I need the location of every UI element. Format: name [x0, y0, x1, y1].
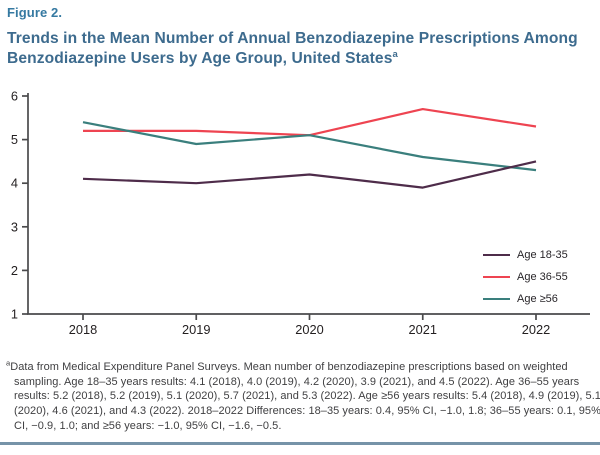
- y-tick-label: 2: [11, 263, 18, 278]
- footnote-superscript: a: [6, 358, 11, 368]
- footnote: aData from Medical Expenditure Panel Sur…: [6, 358, 600, 434]
- figure-number-label: Figure 2.: [7, 5, 63, 20]
- x-tick-label: 2018: [69, 322, 97, 337]
- legend-item-age-36-55: Age 36-55: [483, 266, 568, 288]
- figure-title-text: Trends in the Mean Number of Annual Benz…: [7, 30, 578, 67]
- y-tick-label: 4: [11, 176, 18, 191]
- series-line-age-56: [82, 121, 537, 172]
- bottom-divider-rule: [0, 442, 600, 445]
- y-tick-label: 6: [11, 89, 18, 104]
- x-tick-label: 2019: [182, 322, 210, 337]
- legend-line-swatch: [483, 298, 510, 300]
- x-tick-label: 2021: [409, 322, 437, 337]
- x-tick-label: 2022: [522, 322, 550, 337]
- figure-title-superscript: a: [392, 48, 398, 60]
- footnote-text: Data from Medical Expenditure Panel Surv…: [10, 361, 600, 432]
- x-tick-label: 2020: [295, 322, 323, 337]
- series-line-age-36-55: [83, 108, 537, 137]
- y-tick-label: 5: [11, 132, 18, 147]
- line-chart: 1 2 3 4 5 6 2018 2019 2020 2021 2022: [11, 89, 590, 337]
- legend-item-age-56: Age ≥56: [483, 288, 568, 310]
- legend-line-swatch: [483, 276, 510, 278]
- y-tick-label: 1: [11, 307, 18, 322]
- legend-label: Age ≥56: [517, 293, 558, 305]
- chart-legend: Age 18-35 Age 36-55 Age ≥56: [483, 244, 568, 310]
- figure-title: Trends in the Mean Number of Annual Benz…: [7, 29, 593, 68]
- legend-label: Age 36-55: [517, 271, 568, 283]
- y-tick-label: 3: [11, 219, 18, 234]
- legend-label: Age 18-35: [517, 249, 568, 261]
- series-line-age-18-35: [82, 160, 537, 189]
- legend-line-swatch: [483, 254, 510, 256]
- legend-item-age-18-35: Age 18-35: [483, 244, 568, 266]
